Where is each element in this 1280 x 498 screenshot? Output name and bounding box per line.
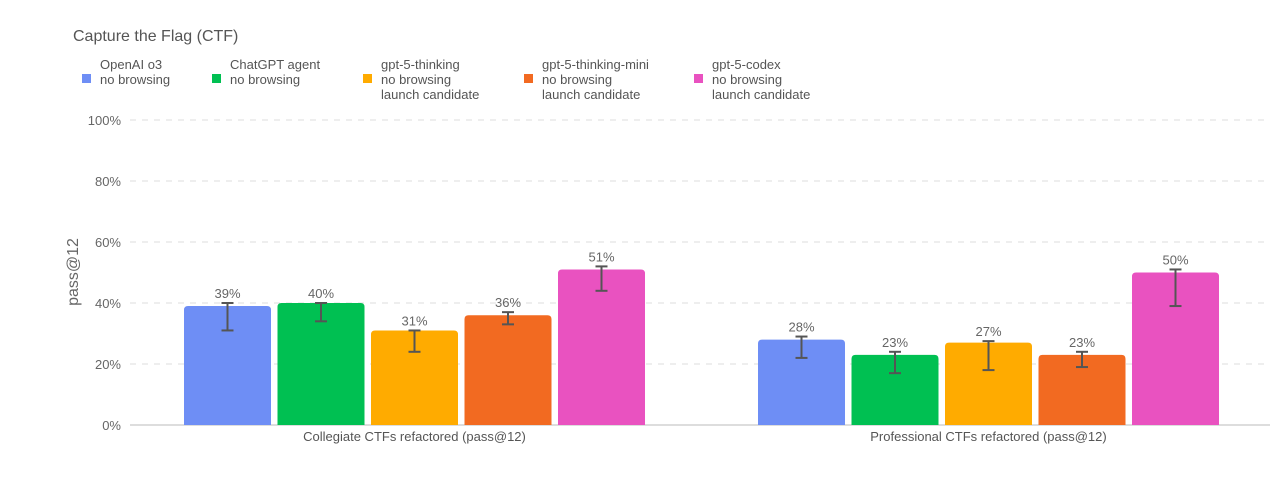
legend-swatch [82, 74, 91, 83]
data-label: 51% [588, 249, 614, 264]
legend-item: gpt-5-codex no browsing launch candidate [694, 57, 834, 102]
bar [558, 269, 645, 425]
legend-item: gpt-5-thinking no browsing launch candid… [363, 57, 524, 102]
legend-label: gpt-5-codex no browsing launch candidate [712, 57, 811, 102]
y-tick-label: 20% [95, 357, 121, 372]
legend-swatch [694, 74, 703, 83]
data-label: 39% [214, 286, 240, 301]
y-tick-label: 60% [95, 235, 121, 250]
legend-label: gpt-5-thinking-mini no browsing launch c… [542, 57, 649, 102]
bar [945, 342, 1032, 425]
legend-item: ChatGPT agent no browsing [212, 57, 363, 102]
legend-swatch [212, 74, 221, 83]
y-tick-label: 40% [95, 296, 121, 311]
legend-label: OpenAI o3 no browsing [100, 57, 171, 87]
legend-label: ChatGPT agent no browsing [230, 57, 321, 87]
legend-item: OpenAI o3 no browsing [82, 57, 212, 102]
legend: OpenAI o3 no browsing ChatGPT agent no br… [82, 57, 834, 102]
bar [277, 303, 365, 425]
data-label: 50% [1162, 252, 1188, 267]
x-category-label: Professional CTFs refactored (pass@12) [870, 429, 1106, 444]
bar [758, 339, 845, 425]
y-tick-label: 0% [102, 418, 121, 433]
data-label: 23% [882, 335, 908, 350]
data-label: 40% [308, 286, 334, 301]
bar [1038, 354, 1126, 425]
data-label: 27% [975, 324, 1001, 339]
legend-item: gpt-5-thinking-mini no browsing launch c… [524, 57, 694, 102]
bar [371, 330, 458, 425]
y-tick-label: 100% [88, 113, 122, 128]
chart-title: Capture the Flag (CTF) [73, 28, 239, 45]
bar [1132, 272, 1219, 425]
data-label: 31% [401, 313, 427, 328]
data-label: 23% [1069, 335, 1095, 350]
data-label: 28% [788, 320, 814, 335]
bar [184, 306, 271, 425]
bar [851, 354, 939, 425]
legend-label: gpt-5-thinking no browsing launch candid… [381, 57, 480, 102]
data-label: 36% [495, 295, 521, 310]
y-axis-label: pass@12 [65, 238, 82, 306]
x-category-label: Collegiate CTFs refactored (pass@12) [303, 429, 526, 444]
legend-swatch [363, 74, 372, 83]
legend-swatch [524, 74, 533, 83]
bar [464, 315, 552, 425]
y-tick-label: 80% [95, 174, 121, 189]
